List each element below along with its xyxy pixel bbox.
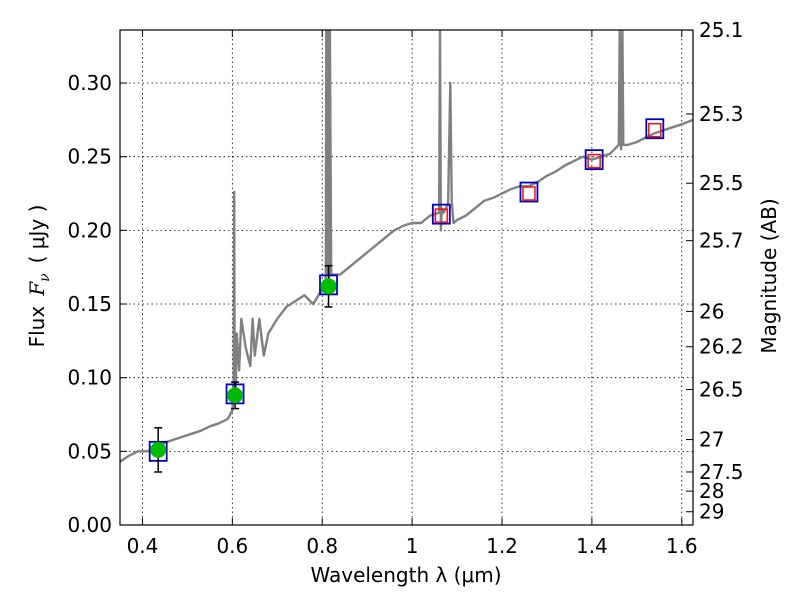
y2-tick-label: 25.1 bbox=[699, 18, 744, 42]
y2-tick-label: 25.3 bbox=[699, 102, 744, 126]
y2-tick-label: 28 bbox=[699, 479, 724, 503]
y-axis-title-symbol: F bbox=[25, 281, 49, 297]
y-tick-label: 0.00 bbox=[67, 513, 112, 537]
x-tick-label: 0.4 bbox=[127, 534, 159, 558]
y-tick-label: 0.20 bbox=[67, 218, 112, 242]
x-tick-label: 1.6 bbox=[666, 534, 698, 558]
model-photometry-point bbox=[519, 181, 539, 203]
predicted-photometry-point bbox=[648, 122, 662, 138]
x-tick-label: 1.4 bbox=[576, 534, 608, 558]
y-axis-title-unit: ( μJy ) bbox=[25, 205, 49, 264]
model-photometry-point bbox=[645, 118, 665, 140]
grid bbox=[120, 30, 693, 526]
predicted-photometry-point bbox=[434, 208, 449, 223]
y2-tick-label: 26 bbox=[699, 299, 724, 323]
y-tick-label: 0.15 bbox=[67, 292, 112, 316]
y2-axis-title: Magnitude (AB) bbox=[757, 198, 781, 353]
x-tick-label: 0.6 bbox=[216, 534, 248, 558]
series-group bbox=[120, 30, 693, 473]
x-tick-label: 0.8 bbox=[306, 534, 338, 558]
y2-tick-label: 27 bbox=[699, 428, 724, 452]
y2-tick-label: 26.5 bbox=[699, 377, 744, 401]
y-axis-title-subscript: ν bbox=[37, 273, 53, 282]
predicted-photometry-point bbox=[522, 186, 536, 201]
y-tick-label: 0.10 bbox=[67, 366, 112, 390]
x-tick-label: 1.2 bbox=[486, 534, 518, 558]
x-axis-title: Wavelength λ (μm) bbox=[310, 563, 501, 587]
observed-photometry-point bbox=[150, 441, 167, 458]
plot-frame bbox=[119, 29, 694, 526]
y-tick-label: 0.30 bbox=[67, 71, 112, 95]
plot-area bbox=[120, 30, 693, 473]
axis-ticks bbox=[120, 29, 693, 526]
y2-tick-label: 25.7 bbox=[699, 229, 744, 253]
y-tick-label: 0.25 bbox=[67, 145, 112, 169]
x-tick-label: 1 bbox=[406, 534, 419, 558]
y-axis-title: Flux Fν ( μJy ) bbox=[25, 205, 53, 348]
y2-tick-label: 27.5 bbox=[699, 460, 744, 484]
predicted-photometry-point bbox=[587, 153, 601, 169]
y2-tick-label: 26.2 bbox=[699, 335, 744, 359]
y-axis-title-prefix: Flux bbox=[25, 306, 49, 348]
y2-tick-label: 29 bbox=[699, 500, 724, 524]
model-photometry-point bbox=[584, 149, 604, 171]
spectrum-line bbox=[120, 30, 693, 463]
model-photometry-point bbox=[431, 203, 451, 225]
observed-photometry-point bbox=[227, 387, 244, 404]
tick-labels: 0.4 0.6 0.8 1 1.2 1.4 1.6 0.00 0.05 0.10 0.15 0.20 0… bbox=[67, 18, 743, 558]
y2-tick-label: 25.5 bbox=[699, 171, 744, 195]
y-tick-label: 0.05 bbox=[67, 439, 112, 463]
observed-photometry-point bbox=[320, 278, 337, 295]
